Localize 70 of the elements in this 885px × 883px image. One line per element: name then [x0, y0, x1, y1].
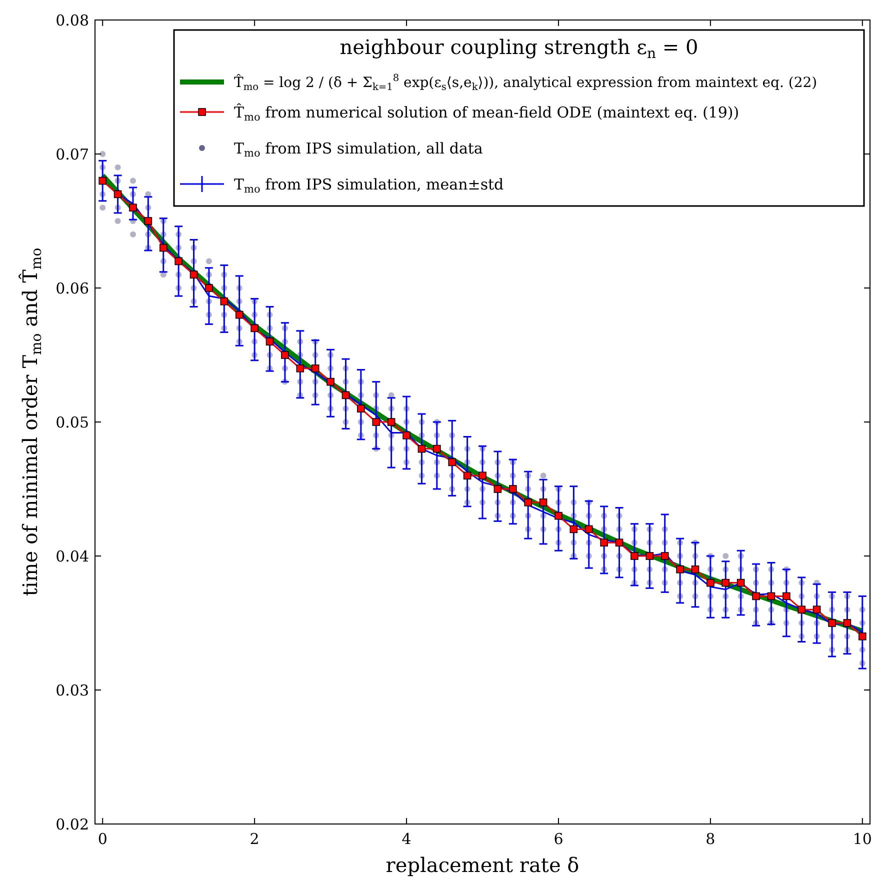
x-axis-title: replacement rate δ	[386, 853, 580, 877]
y-tick-label: 0.04	[56, 547, 89, 566]
point	[296, 364, 304, 372]
point	[722, 578, 730, 587]
x-tick-label: 10	[852, 830, 872, 848]
point	[281, 351, 289, 359]
point	[494, 485, 502, 493]
point	[600, 538, 608, 546]
point	[448, 458, 456, 466]
point	[828, 619, 836, 627]
point	[752, 592, 760, 600]
point	[387, 418, 396, 426]
y-tick-label: 0.05	[56, 413, 89, 432]
point	[584, 525, 593, 534]
point	[372, 418, 380, 426]
point	[463, 472, 472, 480]
y-tick-label: 0.07	[56, 145, 89, 164]
point	[190, 270, 198, 278]
point	[114, 190, 122, 198]
x-tick-label: 4	[402, 830, 412, 848]
legend-label: T̂$_{mo}$ from numerical solution of mean-field ODE (maintext eq. (19))	[234, 102, 740, 124]
point	[326, 378, 334, 386]
point	[858, 632, 866, 640]
point	[159, 244, 168, 252]
x-tick-label: 8	[706, 830, 716, 848]
point	[342, 391, 350, 400]
point	[736, 578, 745, 587]
point	[433, 444, 441, 453]
legend-title: neighbour coupling strength ε$_{n}$ = 0	[340, 35, 698, 62]
legend-label: T$_{mo}$ from IPS simulation, mean±std	[234, 175, 504, 196]
point	[129, 204, 137, 212]
y-tick-label: 0.03	[56, 681, 89, 700]
point	[798, 606, 806, 614]
point	[570, 525, 578, 534]
point	[843, 619, 852, 627]
point	[311, 364, 320, 372]
y-tick-label: 0.02	[56, 815, 89, 834]
point	[630, 552, 638, 560]
point	[646, 552, 654, 560]
x-tick-label: 2	[250, 830, 260, 848]
point	[615, 538, 624, 546]
x-tick-label: 0	[98, 830, 108, 848]
point	[539, 498, 548, 506]
point	[660, 552, 669, 560]
point	[812, 606, 821, 614]
y-tick-label: 0.06	[56, 279, 89, 298]
point	[676, 566, 684, 574]
point	[402, 432, 410, 440]
point	[205, 284, 213, 292]
point	[508, 485, 517, 493]
text: T̂$_{mo}$ = log 2 / (δ + Σ$_{k=1}$$^{8}$ exp(ε$_{s}$⟨s,e$_{k}$⟩)), analytical expression from maintext eq. (22)	[234, 72, 818, 93]
point	[554, 512, 562, 520]
point	[98, 176, 106, 185]
point	[706, 578, 714, 587]
legend-label: T$_{mo}$ from IPS simulation, all data	[234, 139, 483, 160]
point	[418, 444, 426, 453]
point	[524, 498, 532, 506]
point	[144, 217, 152, 225]
point	[782, 592, 790, 600]
point	[767, 592, 776, 600]
point	[478, 472, 486, 480]
point	[174, 257, 182, 266]
point	[235, 310, 244, 319]
y-tick-label: 0.08	[56, 11, 89, 30]
point	[220, 298, 228, 306]
point	[250, 324, 258, 332]
point	[266, 338, 274, 346]
point	[357, 404, 365, 412]
x-tick-label: 6	[554, 830, 564, 848]
point	[691, 566, 700, 574]
